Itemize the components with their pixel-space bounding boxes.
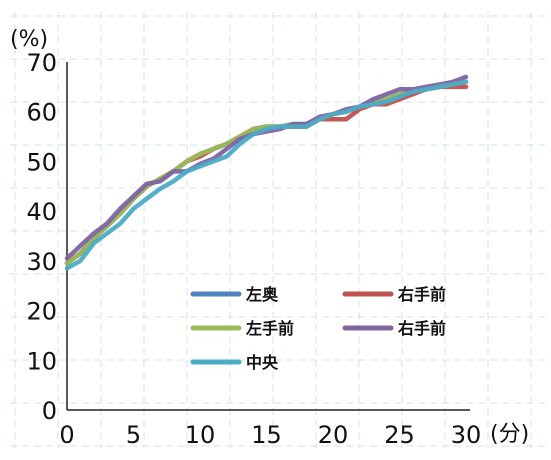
- y-tick-label: 10: [26, 347, 57, 375]
- x-unit-label: (分): [490, 422, 529, 447]
- y-tick-label: 0: [42, 397, 57, 425]
- y-tick-label: 50: [26, 148, 57, 176]
- series-line-1: [64, 79, 469, 266]
- legend-label: 左手前: [245, 319, 294, 338]
- legend-label: 右手前: [398, 285, 446, 304]
- axes: [66, 62, 470, 411]
- x-tick-label: 10: [185, 421, 216, 449]
- series-line-5: [64, 79, 469, 271]
- y-tick-label: 70: [26, 49, 57, 77]
- x-tick-label: 25: [384, 421, 415, 449]
- y-unit-label: (%): [10, 27, 48, 52]
- series-line-4: [64, 74, 469, 261]
- x-tick-label: 20: [318, 421, 349, 449]
- series-lines: [64, 74, 469, 271]
- x-tick-label: 0: [59, 421, 74, 449]
- y-tick-label: 30: [26, 248, 57, 276]
- legend-label: 右手前: [398, 319, 446, 338]
- x-tick-labels: 0 5 10 15 20 25 30: [59, 421, 481, 449]
- y-tick-label: 60: [26, 99, 57, 127]
- legend-label: 左奥: [245, 285, 279, 304]
- legend-label: 中央: [246, 353, 279, 372]
- y-tick-label: 40: [26, 198, 57, 226]
- series-line-3: [64, 79, 469, 266]
- x-tick-label: 15: [251, 421, 282, 449]
- x-tick-label: 5: [126, 421, 141, 449]
- y-tick-label: 20: [26, 298, 57, 326]
- series-line-2: [64, 84, 469, 266]
- x-tick-label: 30: [451, 421, 482, 449]
- y-tick-labels: 0 10 20 30 40 50 60 70: [26, 49, 57, 425]
